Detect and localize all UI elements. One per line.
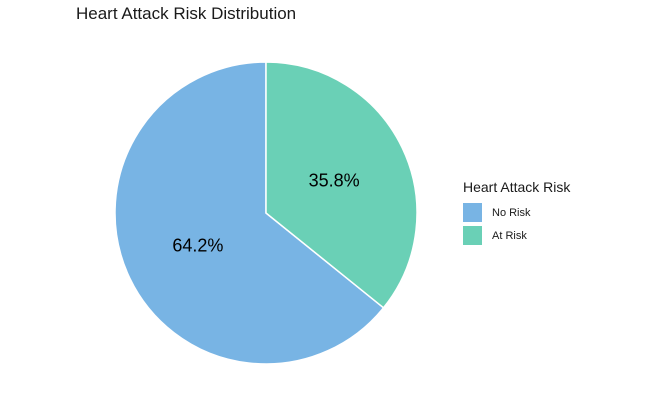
legend-key-no-risk (463, 203, 482, 222)
legend-key-at-risk (463, 226, 482, 245)
pie-slice-no-risk (114, 61, 385, 365)
slice-label-at-risk: 35.8% (309, 170, 360, 190)
chart-title: Heart Attack Risk Distribution (76, 4, 297, 23)
slice-label-no-risk: 64.2% (172, 236, 223, 256)
legend: Heart Attack Risk No Risk At Risk (463, 179, 570, 247)
legend-label-no-risk: No Risk (492, 206, 531, 219)
legend-title: Heart Attack Risk (463, 179, 571, 195)
legend-item-no-risk: No Risk (463, 201, 570, 224)
legend-label-at-risk: At Risk (492, 229, 527, 242)
legend-item-at-risk: At Risk (463, 224, 570, 247)
pie-slice-at-risk (265, 61, 418, 309)
